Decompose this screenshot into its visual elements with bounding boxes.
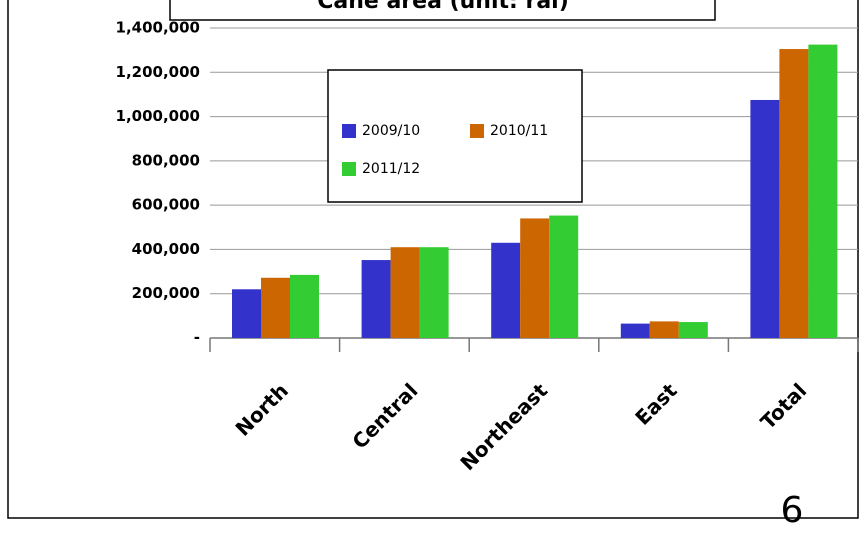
x-tick-label: Total bbox=[756, 378, 812, 434]
legend-swatch bbox=[470, 124, 484, 138]
frame bbox=[7, 0, 859, 519]
bar bbox=[261, 277, 290, 338]
y-tick-label: 1,200,000 bbox=[116, 63, 200, 81]
x-tick-label: North bbox=[231, 378, 293, 440]
bar bbox=[649, 321, 679, 338]
legend-label: 2010/11 bbox=[490, 123, 548, 139]
bar bbox=[808, 44, 838, 338]
y-tick-label: 1,000,000 bbox=[116, 107, 200, 125]
bar bbox=[620, 323, 650, 338]
bar bbox=[750, 99, 780, 338]
bar bbox=[549, 215, 579, 338]
y-tick-label: 600,000 bbox=[132, 196, 200, 214]
x-tick-label: Central bbox=[347, 378, 422, 453]
bar bbox=[779, 49, 809, 339]
bar bbox=[290, 274, 319, 338]
x-tick-label: Northeast bbox=[455, 378, 552, 475]
legend-swatch bbox=[342, 124, 356, 138]
legend-label: 2011/12 bbox=[362, 161, 420, 177]
y-tick-label: 1,400,000 bbox=[116, 19, 200, 37]
y-tick-label: 400,000 bbox=[132, 240, 200, 258]
bar bbox=[520, 218, 550, 338]
y-tick-label: - bbox=[194, 329, 200, 347]
bar bbox=[678, 322, 708, 338]
y-tick-label: 200,000 bbox=[132, 284, 200, 302]
bar bbox=[390, 247, 420, 338]
legend-label: 2009/10 bbox=[362, 123, 420, 139]
page-number: 6 bbox=[781, 490, 804, 531]
bar bbox=[361, 260, 391, 338]
legend-box bbox=[327, 69, 583, 203]
y-tick-label: 800,000 bbox=[132, 151, 200, 169]
title-box bbox=[169, 0, 716, 21]
legend-swatch bbox=[342, 162, 356, 176]
bar bbox=[491, 242, 521, 338]
chart-title: Cane area (unit: rai) bbox=[317, 0, 569, 14]
bar bbox=[232, 289, 261, 338]
bar bbox=[419, 247, 449, 338]
x-tick-label: East bbox=[630, 378, 682, 430]
